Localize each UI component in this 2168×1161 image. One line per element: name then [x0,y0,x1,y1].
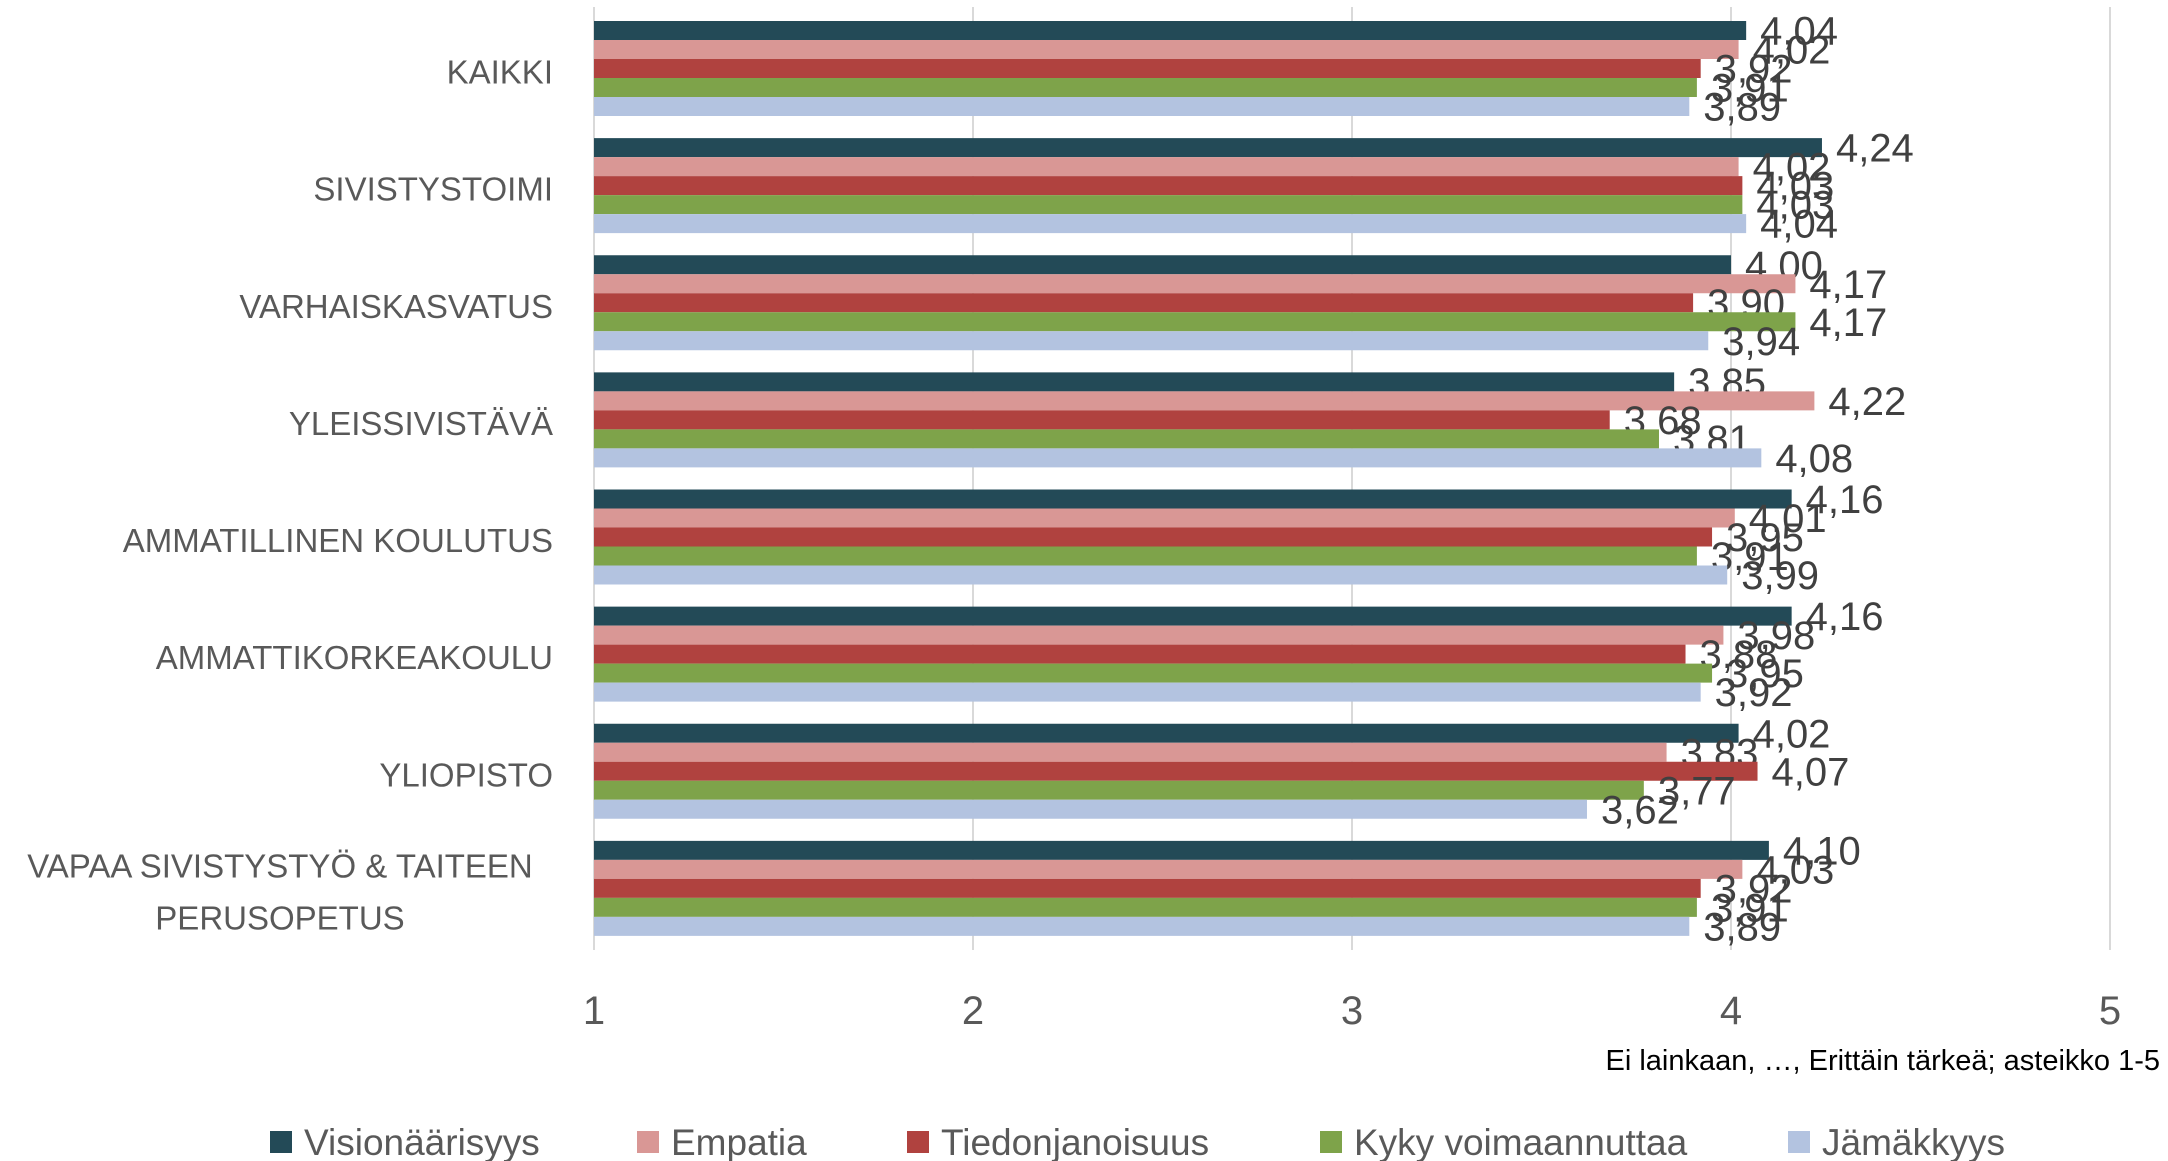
bar [594,429,1659,448]
x-tick-label: 3 [1341,989,1363,1033]
bar [594,860,1742,879]
bar [594,879,1701,898]
legend-swatch [1788,1131,1810,1153]
bar [594,293,1693,312]
category-label: YLIOPISTO [379,756,553,793]
data-label: 4,17 [1809,301,1887,345]
bar [594,781,1644,800]
bar [594,372,1674,391]
bar [594,509,1735,528]
bar [594,255,1731,274]
bar [594,410,1610,429]
data-label: 4,22 [1828,380,1906,424]
data-label: 4,16 [1806,595,1884,639]
bar [594,683,1701,702]
bar [594,645,1686,664]
legend-swatch [907,1131,929,1153]
x-tick-label: 1 [583,989,605,1033]
bar [594,841,1769,860]
data-label: 3,94 [1722,320,1800,364]
legend-swatch [1320,1131,1342,1153]
category-label: YLEISSIVISTÄVÄ [289,405,553,442]
bar [594,97,1689,116]
category-label: KAIKKI [447,54,553,91]
bar [594,138,1822,157]
category-label: SIVISTYSTOIMI [313,171,553,208]
data-label: 3,89 [1703,86,1781,130]
bar [594,40,1739,59]
bar [594,743,1667,762]
bar [594,528,1712,547]
bar [594,724,1739,743]
legend-label: Visionäärisyys [304,1122,540,1161]
data-label: 3,92 [1715,671,1793,715]
bar [594,800,1587,819]
data-label: 3,62 [1601,788,1679,832]
data-label: 4,07 [1772,750,1850,794]
bar [594,626,1723,645]
bar [594,547,1697,566]
bar [594,762,1758,781]
bar [594,664,1712,683]
legend-swatch [637,1131,659,1153]
bar [594,176,1742,195]
data-label: 4,08 [1775,437,1853,481]
bar [594,331,1708,350]
legend-label: Jämäkkyys [1822,1122,2005,1161]
category-label: AMMATILLINEN KOULUTUS [123,522,553,559]
bar [594,78,1697,97]
x-tick-label: 4 [1720,989,1742,1033]
bar [594,312,1795,331]
bar [594,566,1727,585]
bar [594,59,1701,78]
data-label: 4,24 [1836,127,1914,171]
x-axis-label: Ei lainkaan, …, Erittäin tärkeä; asteikk… [1606,1045,2160,1077]
data-label: 3,89 [1703,905,1781,949]
legend-swatch [270,1131,292,1153]
bar [594,490,1792,509]
x-tick-label: 5 [2099,989,2121,1033]
bar [594,21,1746,40]
legend-label: Tiedonjanoisuus [941,1122,1209,1161]
x-tick-label: 2 [962,989,984,1033]
category-label: VARHAISKASVATUS [239,288,553,325]
category-label: AMMATTIKORKEAKOULU [156,639,553,676]
bar [594,195,1742,214]
legend-label: Empatia [671,1122,807,1161]
legend-label: Kyky voimaannuttaa [1354,1122,1688,1161]
data-label: 3,99 [1741,554,1819,598]
bar [594,448,1761,467]
bar [594,157,1739,176]
category-label: PERUSOPETUS [155,899,404,936]
data-label: 4,04 [1760,203,1838,247]
bar [594,898,1697,917]
bar [594,607,1792,626]
bar [594,274,1795,293]
bar [594,214,1746,233]
bar [594,917,1689,936]
category-label: VAPAA SIVISTYSTYÖ & TAITEEN [27,847,533,884]
